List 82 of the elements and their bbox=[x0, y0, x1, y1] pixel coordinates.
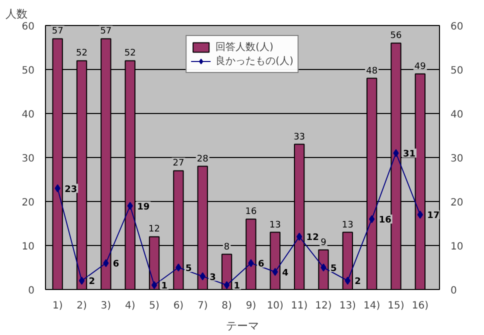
x-tick-label: 13) bbox=[339, 300, 356, 312]
data-label: 12 bbox=[148, 224, 160, 235]
x-tick-label: 11) bbox=[290, 300, 308, 312]
point bbox=[224, 281, 230, 290]
x-tick-label: 16) bbox=[412, 300, 429, 312]
data-label: 23 bbox=[64, 184, 78, 195]
data-label: 48 bbox=[366, 66, 378, 76]
x-tick-label: 9) bbox=[246, 300, 256, 312]
point bbox=[272, 268, 278, 276]
data-label: 19 bbox=[137, 202, 150, 212]
x-tick-label: 6) bbox=[173, 300, 184, 312]
point bbox=[320, 264, 326, 272]
y2-tick-label: 10 bbox=[450, 242, 464, 252]
y-tick-label: 10 bbox=[22, 242, 35, 252]
y2-tick-label: 60 bbox=[450, 22, 464, 32]
y2-tick-label: 50 bbox=[450, 66, 464, 76]
y-tick-label: 40 bbox=[22, 110, 35, 120]
point bbox=[344, 276, 350, 285]
data-label: 6 bbox=[112, 260, 120, 270]
y-tick-label: 30 bbox=[22, 154, 35, 164]
point bbox=[393, 149, 399, 158]
y-tick-label: 60 bbox=[22, 22, 35, 32]
data-label: 12 bbox=[306, 233, 319, 244]
point bbox=[176, 264, 182, 272]
x-tick-label: 14) bbox=[364, 300, 380, 312]
data-label: 33 bbox=[294, 132, 306, 142]
point bbox=[296, 232, 302, 241]
data-label: 2 bbox=[88, 277, 96, 288]
data-label: 4 bbox=[282, 268, 288, 278]
point bbox=[200, 272, 206, 280]
y-tick-label: 20 bbox=[22, 198, 35, 208]
x-tick-label: 15) bbox=[388, 300, 404, 312]
x-tick-label: 4) bbox=[124, 300, 136, 312]
data-label: 9 bbox=[320, 238, 327, 248]
data-label: 8 bbox=[224, 242, 230, 252]
y-tick-label: 0 bbox=[28, 286, 35, 296]
y2-tick-label: 30 bbox=[450, 154, 464, 164]
data-label: 16 bbox=[378, 216, 392, 226]
y2-tick-label: 0 bbox=[450, 286, 457, 296]
x-tick-label: 7) bbox=[197, 300, 208, 312]
data-label: 28 bbox=[196, 154, 209, 164]
point bbox=[417, 210, 423, 219]
data-label: 57 bbox=[52, 26, 64, 37]
data-label: 2 bbox=[354, 277, 361, 288]
x-tick-label: 1) bbox=[52, 300, 63, 312]
data-label: 56 bbox=[390, 31, 402, 42]
x-tick-label: 5) bbox=[149, 300, 160, 312]
data-label: 27 bbox=[172, 158, 184, 169]
data-label: 5 bbox=[185, 264, 192, 274]
x-tick-label: 8) bbox=[222, 300, 232, 312]
data-label: 16 bbox=[245, 207, 257, 218]
y2-tick-label: 20 bbox=[450, 198, 464, 208]
data-label: 5 bbox=[330, 264, 337, 274]
legend-label: 良かったもの(人) bbox=[216, 54, 294, 68]
data-label: 6 bbox=[258, 260, 264, 270]
legend-label: 回答人数(人) bbox=[216, 41, 274, 54]
data-label: 52 bbox=[76, 48, 88, 59]
point bbox=[151, 281, 158, 290]
point bbox=[103, 259, 109, 268]
y-axis-title: 人数 bbox=[6, 8, 28, 20]
y2-tick-label: 40 bbox=[450, 110, 464, 120]
data-label: 52 bbox=[124, 48, 136, 59]
x-axis-title: テーマ bbox=[226, 320, 259, 332]
point bbox=[248, 259, 254, 268]
data-label: 49 bbox=[414, 62, 426, 72]
data-label: 17 bbox=[427, 211, 440, 222]
data-label: 1 bbox=[161, 282, 168, 292]
data-label: 13 bbox=[269, 220, 281, 230]
point bbox=[54, 184, 60, 192]
point bbox=[78, 276, 85, 285]
data-label: 3 bbox=[210, 272, 216, 283]
data-label: 13 bbox=[342, 220, 354, 230]
data-label: 57 bbox=[100, 26, 112, 37]
y-tick-label: 50 bbox=[22, 66, 35, 76]
x-tick-label: 3) bbox=[100, 300, 112, 312]
data-label: 31 bbox=[402, 150, 416, 160]
point bbox=[368, 215, 375, 224]
x-tick-label: 2) bbox=[76, 300, 87, 312]
x-tick-label: 10) bbox=[266, 300, 284, 312]
point bbox=[127, 202, 133, 210]
data-label: 1 bbox=[234, 282, 240, 292]
x-tick-label: 12) bbox=[315, 300, 332, 312]
